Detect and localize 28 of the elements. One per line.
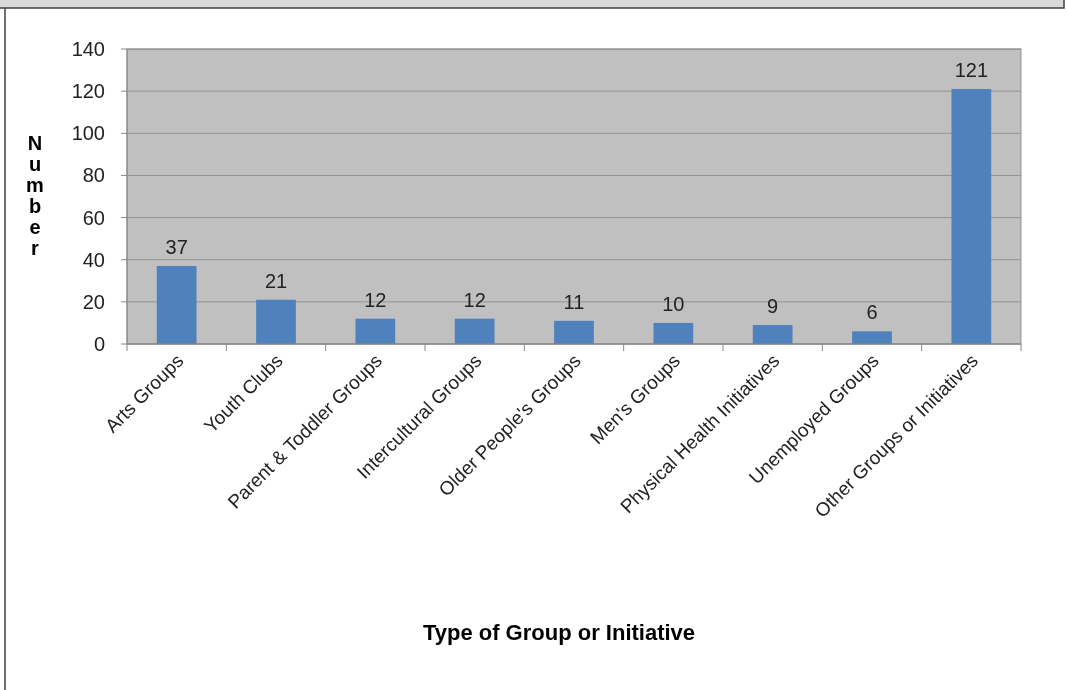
bar bbox=[256, 299, 296, 344]
data-label: 37 bbox=[165, 236, 188, 259]
y-tick-label: 40 bbox=[82, 248, 105, 271]
bar bbox=[355, 318, 396, 344]
y-tick-label: 100 bbox=[71, 122, 105, 145]
x-axis-title: Type of Group or Initiative bbox=[422, 620, 696, 645]
data-label: 6 bbox=[866, 301, 878, 324]
y-tick-label: 60 bbox=[82, 206, 105, 229]
data-label: 11 bbox=[563, 290, 585, 313]
bar bbox=[454, 318, 495, 344]
data-label: 12 bbox=[463, 288, 486, 311]
data-label: 21 bbox=[264, 269, 288, 292]
bar bbox=[156, 266, 197, 344]
bar bbox=[554, 320, 594, 344]
y-tick-label: 20 bbox=[82, 290, 105, 313]
bar bbox=[852, 331, 892, 344]
data-label: 12 bbox=[364, 288, 387, 311]
y-tick-label: 80 bbox=[82, 164, 105, 187]
data-label: 9 bbox=[767, 295, 779, 318]
data-label: 121 bbox=[954, 59, 989, 82]
y-tick-label: 140 bbox=[71, 38, 105, 60]
bar bbox=[752, 325, 793, 344]
y-axis-title: Number bbox=[26, 132, 44, 259]
bar bbox=[653, 322, 694, 344]
bar bbox=[951, 89, 992, 344]
y-tick-label: 120 bbox=[71, 80, 105, 103]
y-tick-label: 0 bbox=[93, 333, 105, 355]
data-label: 10 bbox=[662, 292, 685, 315]
